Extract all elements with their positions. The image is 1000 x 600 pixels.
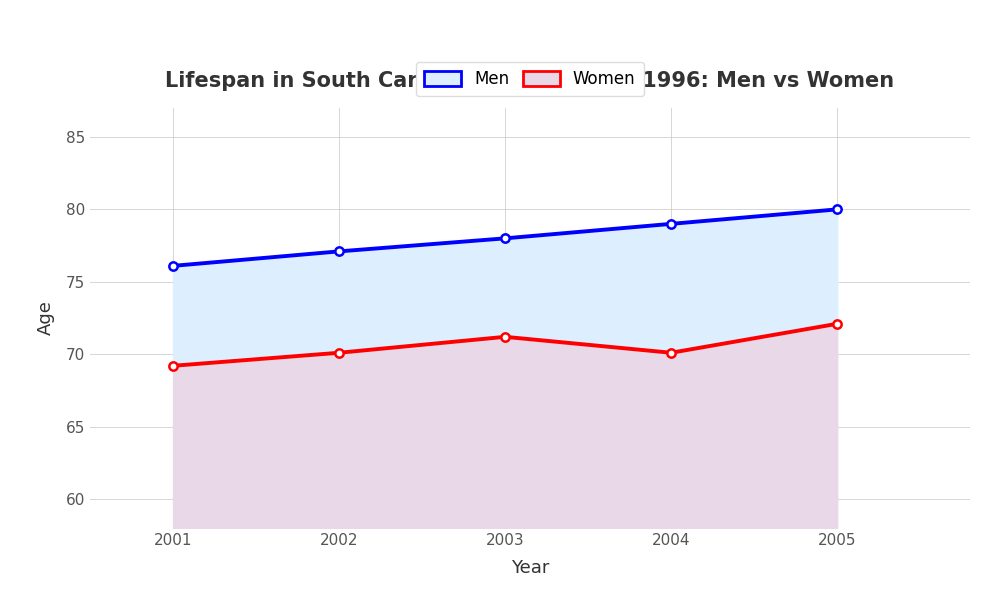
Legend: Men, Women: Men, Women: [416, 62, 644, 97]
Title: Lifespan in South Carolina from 1972 to 1996: Men vs Women: Lifespan in South Carolina from 1972 to …: [165, 71, 895, 91]
X-axis label: Year: Year: [511, 559, 549, 577]
Y-axis label: Age: Age: [37, 301, 55, 335]
